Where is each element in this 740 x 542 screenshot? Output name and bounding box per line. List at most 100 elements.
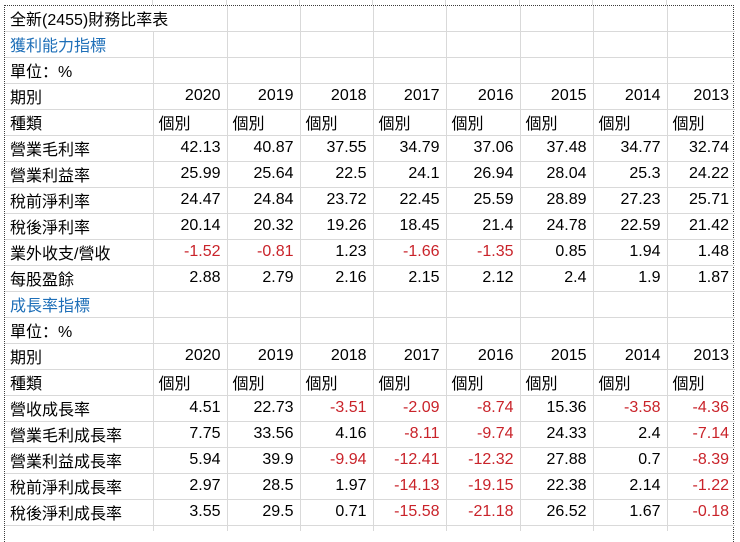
year-header: 2019 <box>226 343 301 371</box>
value-cell: 25.59 <box>445 187 521 215</box>
value-cell: -2.09 <box>372 395 447 423</box>
value-cell: 25.3 <box>592 161 668 189</box>
value-cell: 5.94 <box>152 447 228 475</box>
section-heading: 成長率指標 <box>5 291 154 319</box>
empty-cell <box>592 291 668 319</box>
empty-cell <box>372 6 447 33</box>
metric-label: 營業利益成長率 <box>5 447 154 475</box>
value-cell: 20.14 <box>152 213 228 241</box>
value-cell: 0.85 <box>519 239 594 267</box>
empty-cell <box>226 6 301 33</box>
empty-cell <box>226 57 301 85</box>
empty-cell <box>299 291 374 319</box>
metric-label: 稅後淨利率 <box>5 213 154 241</box>
value-cell: 26.52 <box>519 499 594 527</box>
type-cell: 個別 <box>152 369 228 397</box>
value-cell: 2.15 <box>372 265 447 293</box>
empty-cell <box>226 31 301 59</box>
year-header: 2015 <box>519 343 594 371</box>
table-row: 稅後淨利率 20.14 20.32 19.26 18.45 21.4 24.78 22.59 2… <box>5 213 736 241</box>
empty-cell <box>445 57 521 85</box>
value-cell: -0.81 <box>226 239 301 267</box>
value-cell: -1.66 <box>372 239 447 267</box>
type-cell: 個別 <box>519 109 594 137</box>
table-row: 稅前淨利成長率 2.97 28.5 1.97 -14.13 -19.15 22.38 2.14… <box>5 473 736 501</box>
page-title: 全新(2455)財務比率表 <box>5 6 228 33</box>
value-cell: 1.87 <box>666 265 736 293</box>
type-cell: 個別 <box>592 109 668 137</box>
value-cell: -1.22 <box>666 473 736 501</box>
value-cell: 2.88 <box>152 265 228 293</box>
empty-cell <box>5 525 154 531</box>
type-cell: 個別 <box>226 369 301 397</box>
empty-cell <box>226 291 301 319</box>
value-cell: -9.74 <box>445 421 521 449</box>
empty-cell <box>592 31 668 59</box>
value-cell: 27.88 <box>519 447 594 475</box>
period-header-label: 期別 <box>5 83 154 111</box>
value-cell: 0.71 <box>299 499 374 527</box>
table-row: 稅前淨利率 24.47 24.84 23.72 22.45 25.59 28.89 27.23… <box>5 187 736 215</box>
unit-label: 單位：% <box>5 57 154 85</box>
value-cell: -9.94 <box>299 447 374 475</box>
table-row: 稅後淨利成長率 3.55 29.5 0.71 -15.58 -21.18 26.52 1.67… <box>5 499 736 527</box>
empty-cell <box>666 317 736 345</box>
year-header: 2016 <box>445 343 521 371</box>
financial-ratio-table: 全新(2455)財務比率表 獲利能力指標 單位：% 期別 2020 2019 2018 201… <box>5 6 736 531</box>
type-cell: 個別 <box>372 109 447 137</box>
value-cell: 33.56 <box>226 421 301 449</box>
year-header: 2017 <box>372 343 447 371</box>
value-cell: -3.58 <box>592 395 668 423</box>
value-cell: 1.94 <box>592 239 668 267</box>
table-row: 業外收支/營收 -1.52 -0.81 1.23 -1.66 -1.35 0.85 1.94 1… <box>5 239 736 267</box>
table-row: 成長率指標 <box>5 291 736 319</box>
table-row: 期別 2020 2019 2018 2017 2016 2015 2014 2013 <box>5 83 736 111</box>
type-cell: 個別 <box>666 369 736 397</box>
empty-cell <box>666 31 736 59</box>
empty-cell <box>152 525 228 531</box>
empty-cell <box>445 317 521 345</box>
value-cell: 40.87 <box>226 135 301 163</box>
value-cell: 34.79 <box>372 135 447 163</box>
value-cell: 2.16 <box>299 265 374 293</box>
empty-cell <box>445 31 521 59</box>
type-cell: 個別 <box>372 369 447 397</box>
value-cell: 24.78 <box>519 213 594 241</box>
table-row: 單位：% <box>5 57 736 85</box>
value-cell: 32.74 <box>666 135 736 163</box>
empty-cell <box>372 57 447 85</box>
value-cell: 24.84 <box>226 187 301 215</box>
value-cell: -19.15 <box>445 473 521 501</box>
type-cell: 個別 <box>592 369 668 397</box>
year-header: 2014 <box>592 343 668 371</box>
empty-cell <box>299 6 374 33</box>
value-cell: -8.74 <box>445 395 521 423</box>
value-cell: 28.89 <box>519 187 594 215</box>
value-cell: 28.5 <box>226 473 301 501</box>
value-cell: 23.72 <box>299 187 374 215</box>
value-cell: 0.7 <box>592 447 668 475</box>
empty-cell <box>592 6 668 33</box>
value-cell: 7.75 <box>152 421 228 449</box>
empty-cell <box>519 525 594 531</box>
value-cell: 24.1 <box>372 161 447 189</box>
table-row: 營業利益成長率 5.94 39.9 -9.94 -12.41 -12.32 27.88 0.7… <box>5 447 736 475</box>
value-cell: 22.38 <box>519 473 594 501</box>
year-header: 2019 <box>226 83 301 111</box>
metric-label: 營業毛利率 <box>5 135 154 163</box>
year-header: 2015 <box>519 83 594 111</box>
empty-cell <box>666 525 736 531</box>
value-cell: 2.4 <box>592 421 668 449</box>
empty-cell <box>372 31 447 59</box>
metric-label: 業外收支/營收 <box>5 239 154 267</box>
table-row: 營業毛利成長率 7.75 33.56 4.16 -8.11 -9.74 24.33 2.4 -7… <box>5 421 736 449</box>
type-header-label: 種類 <box>5 369 154 397</box>
value-cell: 20.32 <box>226 213 301 241</box>
table-row: 全新(2455)財務比率表 <box>5 6 736 33</box>
empty-cell <box>592 525 668 531</box>
value-cell: -4.36 <box>666 395 736 423</box>
value-cell: -12.32 <box>445 447 521 475</box>
table-row: 營業利益率 25.99 25.64 22.5 24.1 26.94 28.04 25.3 24.… <box>5 161 736 189</box>
value-cell: -3.51 <box>299 395 374 423</box>
section-heading: 獲利能力指標 <box>5 31 154 59</box>
